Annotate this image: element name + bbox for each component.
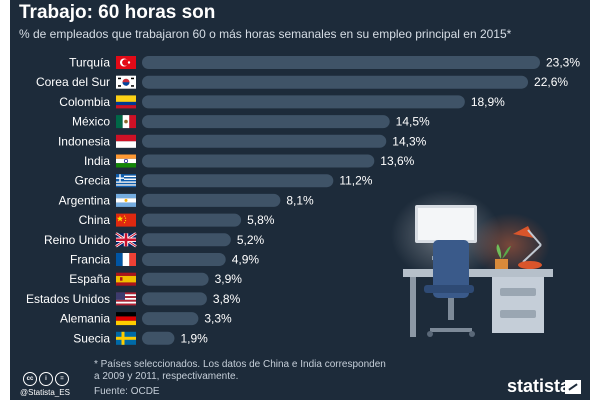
bar-chart: Turquía 23,3% Corea del Sur 22,6% Colombia 18… [26,56,580,346]
bar[interactable] [142,292,207,306]
flag-mexico-icon [116,115,136,129]
value-label: 3,8% [213,292,241,306]
no-derivatives-icon: = [55,371,69,386]
category-label: Turquía [69,56,110,70]
category-label: Colombia [59,95,110,109]
flag-turkey-icon [116,56,136,69]
flag-colombia-icon [116,95,136,109]
brand-logo-text[interactable]: statista [507,376,571,396]
flag-france-icon [116,253,136,266]
flag-china-icon [116,213,136,227]
flag-greece-icon [116,174,136,188]
license-icons: cc i = [23,370,71,388]
category-label: México [72,115,110,129]
category-label: China [79,213,111,227]
flag-argentina-icon [116,193,136,207]
category-label: Suecia [73,331,110,345]
bar[interactable] [142,134,387,148]
bar[interactable] [142,193,281,207]
source-note: Fuente: OCDE [94,386,160,397]
bar[interactable] [142,253,226,266]
value-label: 5,8% [247,213,275,227]
flag-indonesia-icon [116,134,136,148]
bar[interactable] [142,95,465,109]
attribution-icon: i [39,371,53,386]
bar[interactable] [142,213,242,227]
value-label: 14,5% [396,115,430,129]
value-label: 4,9% [232,253,260,267]
cc-icon: cc [23,371,37,386]
value-label: 11,2% [339,174,372,188]
flag-germany-icon [116,312,136,326]
category-label: España [69,272,110,286]
category-label: Corea del Sur [36,75,110,89]
flag-sweden-icon [116,331,136,345]
value-label: 3,9% [215,272,243,286]
bar[interactable] [142,56,540,69]
value-label: 5,2% [237,233,265,247]
value-label: 1,9% [180,331,208,345]
flag-india-icon [116,154,136,168]
category-label: Argentina [59,193,111,207]
value-label: 18,9% [471,95,505,109]
chart-title: Trabajo: 60 horas son [19,2,216,23]
bar[interactable] [142,154,375,168]
bar[interactable] [142,174,334,188]
value-label: 8,1% [286,193,314,207]
flag-united-kingdom-icon [115,232,137,248]
flag-spain-icon [116,272,136,286]
flag-south-korea-icon [116,75,136,89]
infographic-card: Trabajo: 60 horas son % de empleados que… [10,0,590,400]
bar[interactable] [142,312,199,326]
bar[interactable] [142,272,209,286]
bar[interactable] [142,233,231,247]
category-label: Estados Unidos [26,292,110,306]
chart-subtitle: % de empleados que trabajaron 60 o más h… [19,27,512,41]
social-handle: @Statista_ES [20,388,70,397]
flag-united-states-icon [116,292,136,306]
category-label: India [84,154,110,168]
bar[interactable] [142,331,175,345]
value-label: 14,3% [392,134,426,148]
office-chair-icon [424,240,475,337]
value-label: 22,6% [534,75,568,89]
footnote: * Países seleccionados. Los datos de Chi… [94,359,386,382]
statista-logo-icon [565,380,581,394]
desk-lamp-icon [513,226,542,269]
bar[interactable] [142,115,390,129]
category-label: Reino Unido [44,233,110,247]
value-label: 3,3% [204,312,232,326]
category-label: Alemania [60,312,110,326]
category-label: Grecia [75,174,111,188]
bar[interactable] [142,75,529,89]
category-label: Francia [70,253,110,267]
value-label: 13,6% [380,154,414,168]
desk-illustration [391,190,553,337]
category-label: Indonesia [58,134,110,148]
plant-icon [495,244,511,269]
desk-icon [403,269,553,337]
value-label: 23,3% [546,56,580,70]
